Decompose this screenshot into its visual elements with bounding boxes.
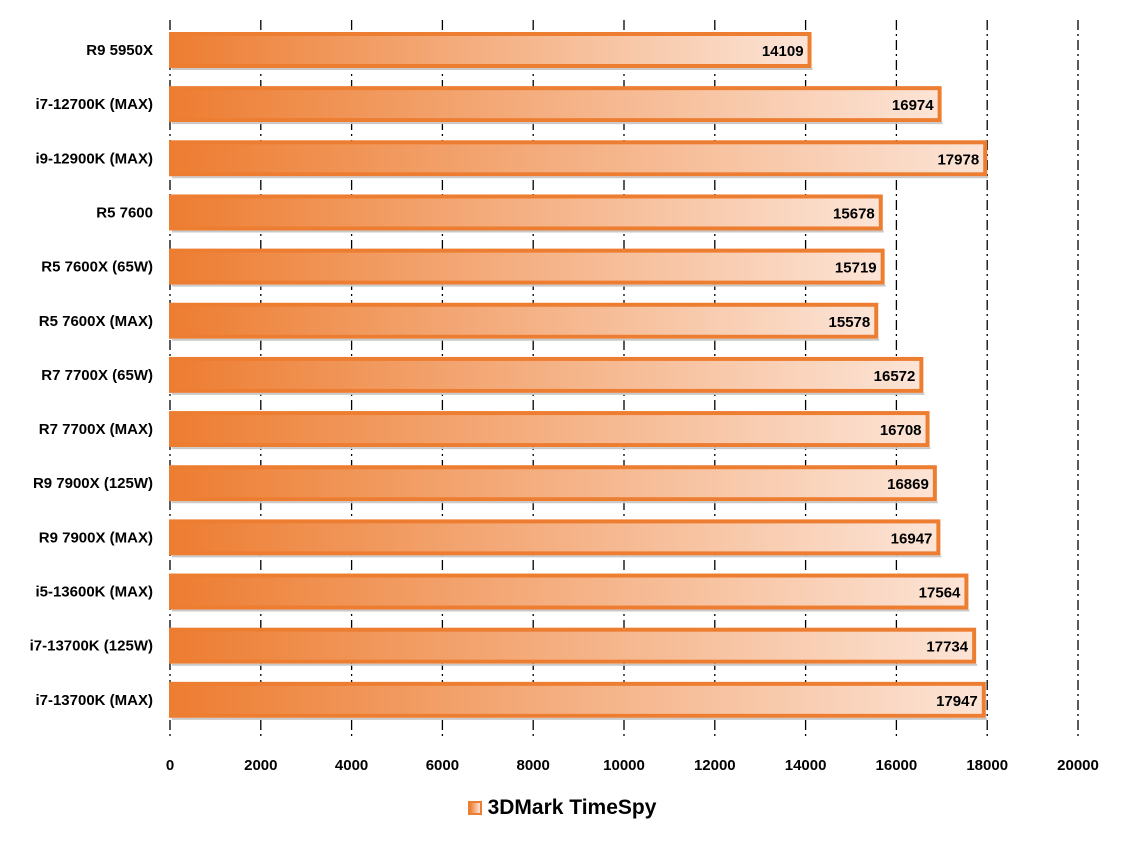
x-tick-label: 2000 (244, 757, 277, 774)
category-label: R9 7900X (MAX) (39, 529, 153, 546)
data-label: 16974 (892, 97, 934, 114)
bar (169, 194, 883, 231)
category-label: R7 7700X (MAX) (39, 421, 153, 438)
data-label: 14109 (762, 43, 804, 60)
category-label: i5-13600K (MAX) (35, 584, 153, 601)
legend-swatch (467, 801, 482, 815)
bar (169, 627, 977, 664)
x-tick-label: 0 (166, 757, 174, 774)
category-label: R9 5950X (86, 42, 153, 59)
bar (169, 86, 942, 123)
data-label: 17978 (937, 151, 979, 168)
bar (169, 356, 924, 393)
x-tick-label: 8000 (517, 757, 550, 774)
legend: 3DMark TimeSpy (0, 796, 1124, 820)
bar (169, 519, 941, 556)
bars (169, 32, 989, 720)
data-label: 17734 (926, 639, 968, 656)
category-label: R7 7700X (65W) (41, 367, 153, 384)
data-label: 16572 (874, 368, 916, 385)
bar (169, 411, 930, 448)
x-tick-label: 18000 (966, 757, 1008, 774)
data-label: 16947 (891, 530, 933, 547)
category-label: i7-13700K (MAX) (35, 692, 153, 709)
bar (169, 248, 885, 285)
bar (169, 573, 969, 610)
category-label: R5 7600X (65W) (41, 259, 153, 276)
data-label: 15719 (835, 260, 877, 277)
category-label: i7-12700K (MAX) (35, 96, 153, 113)
x-tick-label: 6000 (426, 757, 459, 774)
category-label: i7-13700K (125W) (30, 638, 153, 655)
x-tick-label: 12000 (694, 757, 736, 774)
bar (169, 681, 986, 718)
category-label: i9-12900K (MAX) (35, 150, 153, 167)
legend-label: 3DMark TimeSpy (487, 796, 657, 819)
category-label: R5 7600 (96, 204, 153, 221)
data-label: 15578 (829, 314, 871, 331)
bar (169, 465, 937, 502)
x-tick-label: 20000 (1057, 757, 1099, 774)
x-tick-label: 10000 (603, 757, 645, 774)
data-label: 17947 (936, 693, 978, 710)
x-tick-label: 14000 (785, 757, 827, 774)
bar (169, 32, 812, 68)
data-label: 16869 (887, 476, 929, 493)
data-label: 16708 (880, 422, 922, 439)
bar (169, 302, 879, 339)
labels: 0 2000 4000 6000 8000 10000 12000 14000 16000 180… (30, 42, 1099, 774)
category-label: R5 7600X (MAX) (39, 313, 153, 330)
data-label: 17564 (919, 585, 961, 602)
bar (169, 140, 988, 177)
data-label: 15678 (833, 205, 875, 222)
x-tick-label: 16000 (876, 757, 918, 774)
category-label: R9 7900X (125W) (33, 475, 153, 492)
x-tick-label: 4000 (335, 757, 368, 774)
